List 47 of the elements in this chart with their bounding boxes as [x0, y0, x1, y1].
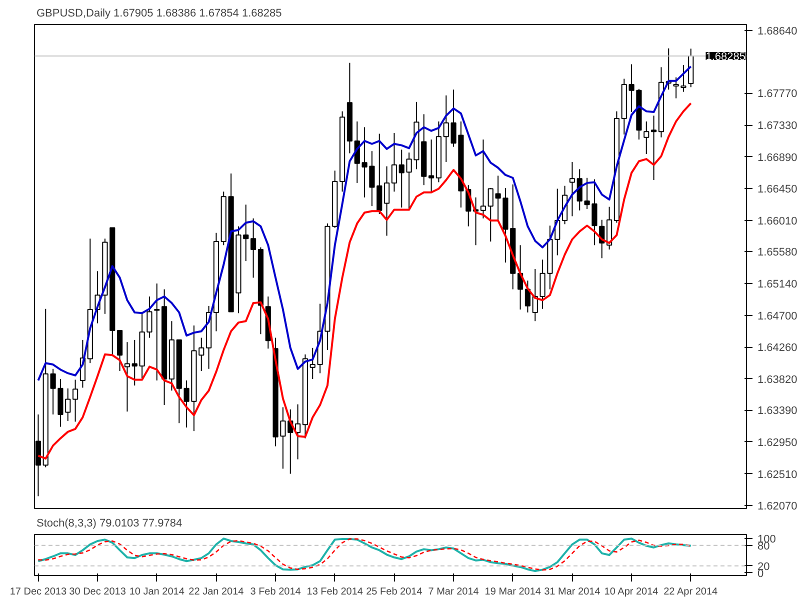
- candlestick: [124, 342, 130, 412]
- x-tick-label: 19 Mar 2014: [484, 586, 542, 598]
- candlestick: [644, 120, 650, 154]
- candlestick: [146, 296, 152, 338]
- y-tick-label: 1.65140: [758, 278, 798, 290]
- chart-title: Stoch(8,3,3) 79.0103 77.9784: [36, 518, 182, 530]
- y-tick-label: 1.62510: [758, 468, 798, 481]
- candlestick: [673, 76, 679, 99]
- y-tick-label: 1.62070: [758, 500, 798, 513]
- y-tick-label: 1.63820: [758, 374, 798, 386]
- y-tick-label: 1.67330: [758, 120, 798, 132]
- candlestick: [250, 218, 256, 278]
- chart-title: GBPUSD,Daily 1.67905 1.68386 1.67854 1.68285: [36, 8, 282, 20]
- x-tick-label: 17 Dec 2013: [10, 586, 67, 598]
- x-tick-label: 22 Apr 2014: [664, 586, 718, 598]
- x-tick-label: 10 Apr 2014: [604, 586, 659, 598]
- ref-line-label: 1.68285: [706, 50, 746, 63]
- candlestick: [569, 161, 576, 217]
- candlestick: [524, 280, 531, 313]
- candlestick: [154, 283, 160, 381]
- candlestick: [680, 64, 686, 92]
- candlestick: [384, 166, 390, 236]
- x-tick-label: 22 Jan 2014: [188, 586, 244, 598]
- y-tick-label: 1.68640: [758, 25, 798, 38]
- candlestick: [480, 139, 486, 219]
- candlestick: [391, 132, 398, 192]
- candlestick: [650, 115, 657, 181]
- y-tick-label: 1.66890: [758, 152, 798, 164]
- y-tick-label: 1.64700: [758, 310, 798, 322]
- x-tick-label: 7 Mar 2014: [428, 586, 480, 598]
- x-tick-label: 30 Dec 2013: [69, 586, 126, 598]
- x-tick-label: 10 Jan 2014: [129, 586, 185, 598]
- y-tick-label: 1.62950: [758, 436, 798, 449]
- y-tick-label: 1.64260: [758, 342, 798, 354]
- x-tick-label: 25 Feb 2014: [366, 586, 423, 598]
- y-tick-label: 1.66450: [758, 184, 798, 196]
- candlestick: [540, 259, 546, 310]
- x-tick-label: 31 Mar 2014: [544, 586, 601, 598]
- x-tick-label: 13 Feb 2014: [306, 586, 364, 598]
- y-tick-label: 1.66010: [758, 216, 798, 228]
- candlestick: [310, 347, 316, 380]
- y-tick-label: 1.65580: [758, 246, 798, 259]
- candlestick: [72, 379, 78, 422]
- y-tick-label: 1.67770: [758, 88, 798, 100]
- y-tick-label: 1.63390: [758, 405, 798, 418]
- x-tick-label: 3 Feb 2014: [250, 586, 302, 598]
- candlestick: [428, 139, 434, 192]
